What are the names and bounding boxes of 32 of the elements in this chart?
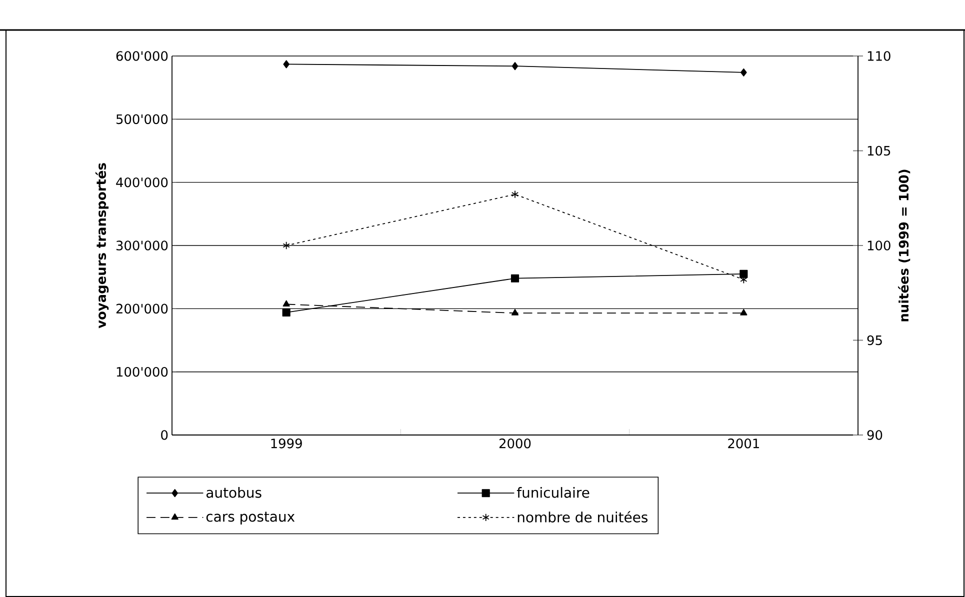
point — [510, 274, 520, 282]
legend-label: nombre de nuitées — [518, 511, 648, 522]
y2-tick-label: 105 — [868, 146, 890, 156]
x-tick-label: 2000 — [499, 438, 531, 448]
y-tick-label: 600'000 — [116, 51, 168, 61]
y-axis-title: voyageurs transportés — [95, 163, 109, 328]
y-tick-label: 200'000 — [116, 304, 168, 314]
y2-tick-label: 100 — [868, 240, 890, 250]
x-tick-label: 1999 — [271, 438, 302, 448]
x-tick-label: 2001 — [728, 438, 759, 448]
point — [282, 300, 290, 306]
point — [512, 62, 518, 70]
y-tick-label: 500'000 — [116, 114, 168, 124]
y2-tick-label: 95 — [867, 335, 882, 346]
point — [740, 68, 747, 76]
y-tick-label: 0 — [161, 430, 168, 440]
y2-tick-label: 90 — [867, 430, 882, 440]
point — [511, 190, 519, 198]
y-tick-label: 300'000 — [116, 240, 168, 250]
point — [740, 309, 748, 316]
y-tick-label: 400'000 — [116, 177, 168, 188]
legend-label: autobus — [206, 487, 262, 498]
y-tick-label: 100'000 — [116, 366, 168, 377]
y2-axis-title: nuitées (1999 = 100) — [898, 170, 910, 322]
point — [283, 60, 290, 68]
point — [282, 308, 290, 316]
point — [740, 270, 748, 278]
legend-label: cars postaux — [206, 512, 295, 524]
point — [282, 241, 290, 250]
point — [511, 309, 519, 316]
y2-tick-label: 110 — [868, 51, 890, 61]
legend-label: funiculaire — [516, 487, 590, 498]
